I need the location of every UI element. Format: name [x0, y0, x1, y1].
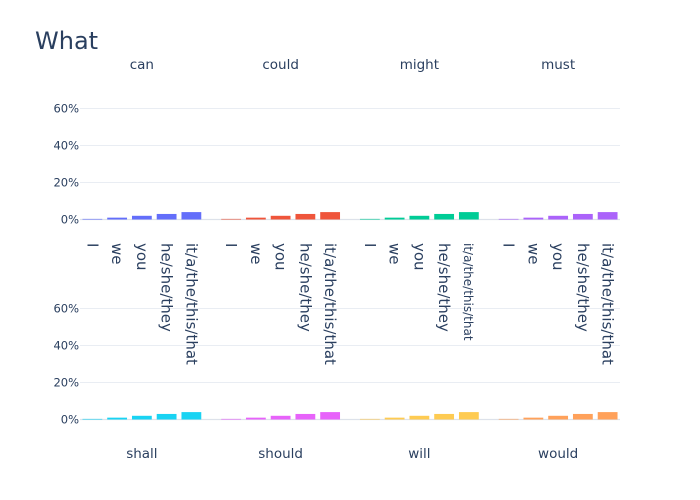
bar [572, 413, 593, 420]
bar [107, 417, 128, 420]
bar [523, 217, 544, 220]
x-tick-label: it/a/the/this/that [461, 243, 475, 341]
x-tick-label: you [410, 243, 428, 271]
bar [270, 215, 291, 220]
bar [597, 412, 618, 420]
bar [221, 218, 242, 220]
y-tick-label: 0% [61, 413, 79, 427]
facet-label: would [538, 446, 578, 462]
y-tick-label: 60% [53, 102, 79, 116]
y-tick-label: 60% [53, 302, 79, 316]
y-tick-label: 40% [53, 339, 79, 353]
bar [245, 417, 266, 420]
bar [270, 415, 291, 420]
facet-label: will [408, 446, 430, 462]
facet-label: should [258, 446, 303, 462]
x-tick-label: you [549, 243, 567, 271]
x-tick-label: it/a/the/this/that [182, 243, 200, 365]
x-tick-label: he/she/they [574, 243, 592, 332]
x-tick-label: I [222, 243, 240, 247]
bar [181, 212, 202, 220]
x-tick-label: you [272, 243, 290, 271]
bar [359, 218, 380, 220]
bar [82, 218, 103, 220]
bar [498, 218, 519, 220]
bar [409, 415, 430, 420]
bar [295, 413, 316, 420]
bar [221, 418, 242, 420]
y-tick-label: 40% [53, 139, 79, 153]
bar [295, 213, 316, 220]
facet-label: must [541, 57, 575, 73]
bar [409, 215, 430, 220]
x-tick-label: he/she/they [296, 243, 314, 332]
bar [384, 417, 405, 420]
bar [498, 418, 519, 420]
bar [107, 217, 128, 220]
bar [245, 217, 266, 220]
x-tick-label: we [524, 243, 542, 265]
x-tick-label: I [500, 243, 518, 247]
bar [548, 215, 569, 220]
facet-label: shall [126, 446, 157, 462]
bar [548, 415, 569, 420]
x-tick-label: you [133, 243, 151, 271]
bar [458, 412, 479, 420]
y-tick-label: 20% [53, 176, 79, 190]
bar [82, 418, 103, 420]
bar [131, 215, 152, 220]
bar [597, 212, 618, 220]
x-tick-label: he/she/they [435, 243, 453, 332]
bar [181, 412, 202, 420]
x-tick-label: we [386, 243, 404, 265]
x-tick-label: we [108, 243, 126, 265]
chart-title: What [35, 27, 98, 55]
x-tick-label: we [247, 243, 265, 265]
x-tick-label: I [83, 243, 101, 247]
bar [156, 413, 177, 420]
bar [434, 413, 455, 420]
bar [458, 212, 479, 220]
x-tick-label: it/a/the/this/that [599, 243, 617, 365]
y-tick-label: 20% [53, 376, 79, 390]
facet-label: might [400, 57, 439, 73]
y-tick-label: 0% [61, 213, 79, 227]
x-tick-label: I [361, 243, 379, 247]
bar [156, 213, 177, 220]
bar [572, 213, 593, 220]
bar [523, 417, 544, 420]
facet-label: can [130, 57, 154, 73]
bar [384, 217, 405, 220]
x-tick-label: it/a/the/this/that [321, 243, 339, 365]
bar [359, 418, 380, 420]
x-tick-label: he/she/they [158, 243, 176, 332]
bar [320, 212, 341, 220]
bar [434, 213, 455, 220]
bar [320, 412, 341, 420]
facet-label: could [262, 57, 299, 73]
bar [131, 415, 152, 420]
